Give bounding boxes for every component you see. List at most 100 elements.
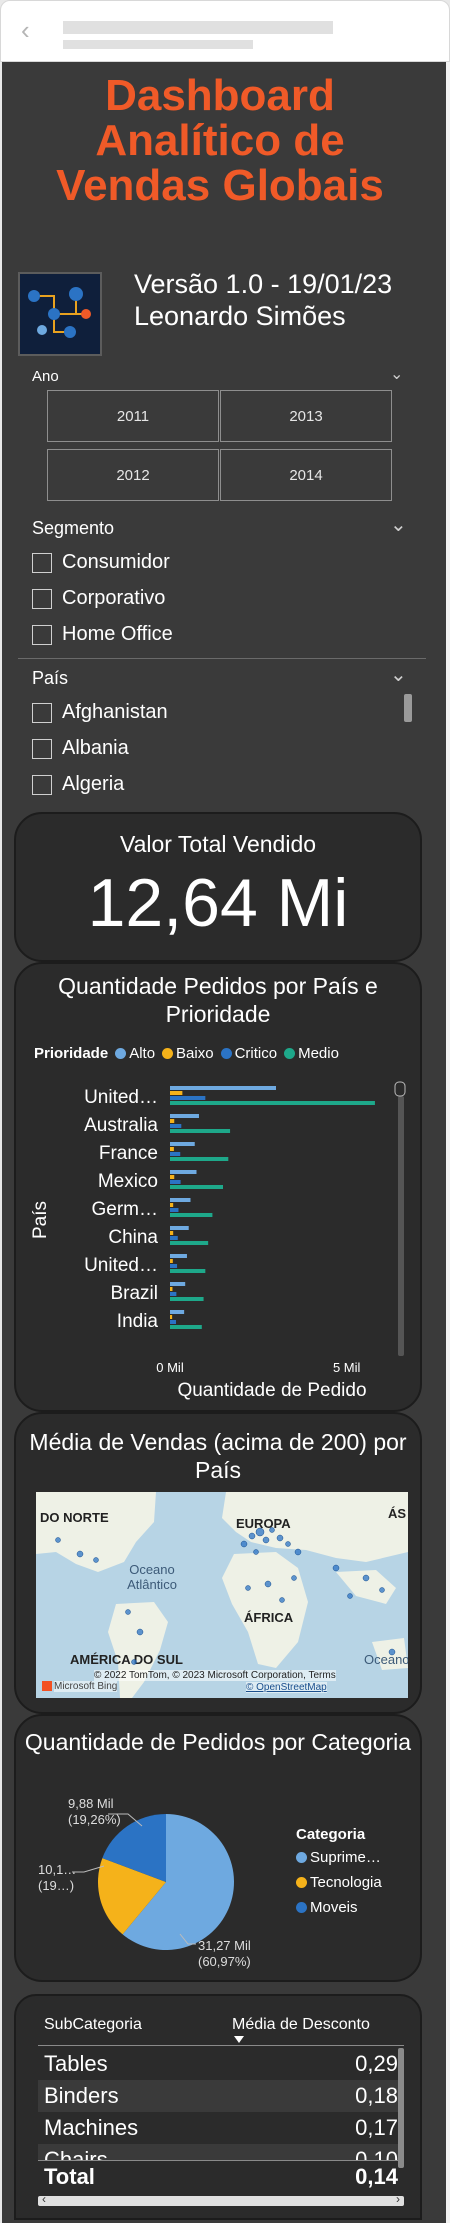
table-row[interactable]: Binders 0,18: [38, 2080, 404, 2112]
bar-alto[interactable]: [170, 1282, 186, 1286]
table-row[interactable]: Machines 0,17: [38, 2112, 404, 2144]
bar-critico[interactable]: [170, 1180, 181, 1184]
year-button-2012[interactable]: 2012: [47, 449, 219, 501]
bar-baixo[interactable]: [170, 1203, 174, 1207]
subtitle-placeholder: [63, 40, 253, 49]
pie-slice[interactable]: [102, 1814, 166, 1882]
table-header-media-desconto[interactable]: Média de Desconto: [232, 2016, 370, 2033]
bar-medio[interactable]: [170, 1325, 202, 1329]
legend-item-moveis[interactable]: Moveis: [296, 1899, 382, 1916]
bar-baixo[interactable]: [170, 1287, 173, 1291]
bar-medio[interactable]: [170, 1241, 209, 1245]
bar-medio[interactable]: [170, 1157, 229, 1161]
bar-alto[interactable]: [170, 1170, 197, 1174]
row-value: 0,17: [355, 2115, 398, 2140]
version-info: Versão 1.0 - 19/01/23 Leonardo Simões: [134, 268, 392, 332]
bar-alto[interactable]: [170, 1254, 187, 1258]
bar-baixo[interactable]: [170, 1091, 183, 1095]
bar-critico[interactable]: [170, 1208, 179, 1212]
table-row[interactable]: Chairs 0,10: [38, 2144, 404, 2160]
bar-critico[interactable]: [170, 1292, 177, 1296]
pie-label-percent: (19,26%): [68, 1812, 121, 1827]
table-total-row: Total 0,14: [38, 2160, 404, 2192]
legend-item-tecnologia[interactable]: Tecnologia: [296, 1874, 382, 1891]
checkbox-afghanistan[interactable]: [32, 703, 52, 723]
legend-item[interactable]: Critico: [234, 1045, 278, 1062]
bar-baixo[interactable]: [170, 1147, 174, 1151]
bar-medio[interactable]: [170, 1129, 231, 1133]
chevron-down-icon[interactable]: ⌄: [390, 366, 404, 383]
legend-title: Prioridade: [34, 1045, 109, 1062]
bar-chart-scrollbar-track[interactable]: [398, 1096, 404, 1356]
legend-item[interactable]: Baixo: [176, 1045, 214, 1062]
bar-critico[interactable]: [170, 1320, 177, 1324]
year-button-2014[interactable]: 2014: [220, 449, 392, 501]
bar-medio[interactable]: [170, 1269, 206, 1273]
chevron-down-icon[interactable]: ⌄: [390, 514, 407, 536]
chevron-down-icon[interactable]: ⌄: [390, 664, 407, 686]
bar-critico[interactable]: [170, 1124, 182, 1128]
pie-label-value: 10,1…: [38, 1862, 77, 1877]
bar-baixo[interactable]: [170, 1259, 173, 1263]
bar-chart-title: Quantidade Pedidos por País e Prioridade: [58, 973, 378, 1027]
bar-chart-card: Quantidade Pedidos por País e Prioridade: [14, 962, 422, 1412]
bar-baixo[interactable]: [170, 1315, 173, 1319]
legend-dot-icon: [162, 1048, 174, 1059]
country-option-label: Afghanistan: [62, 701, 168, 723]
bar-alto[interactable]: [170, 1142, 195, 1146]
bar-alto[interactable]: [170, 1310, 185, 1314]
bar-medio[interactable]: [170, 1213, 213, 1217]
scroll-left-icon[interactable]: ‹: [42, 2192, 46, 2206]
sort-desc-icon[interactable]: [234, 2036, 244, 2043]
checkbox-corporativo[interactable]: [32, 589, 52, 609]
table-row[interactable]: Tables 0,29: [38, 2048, 404, 2080]
pie-data-label: 10,1… (19…): [38, 1862, 76, 1894]
y-axis-title: País: [30, 1201, 51, 1239]
year-button-2013[interactable]: 2013: [220, 390, 392, 442]
page-scrollbar[interactable]: [446, 62, 450, 2223]
bar-medio[interactable]: [170, 1297, 204, 1301]
table-header-subcategoria[interactable]: SubCategoria: [44, 2016, 142, 2033]
world-map[interactable]: DO NORTE EUROPA ÁS Oceano Atlântico ÁFRI…: [36, 1492, 408, 1698]
bar-baixo[interactable]: [170, 1231, 174, 1235]
map-credits[interactable]: © 2022 TomTom, © 2023 Microsoft Corporat…: [94, 1670, 336, 1681]
legend-item[interactable]: Alto: [129, 1045, 156, 1062]
bar-critico[interactable]: [170, 1152, 181, 1156]
bar-medio[interactable]: [170, 1101, 375, 1105]
bar-alto[interactable]: [170, 1086, 276, 1090]
bar-baixo[interactable]: [170, 1119, 175, 1123]
table-vertical-scrollbar[interactable]: [398, 2048, 404, 2168]
pie-slice[interactable]: [98, 1858, 166, 1935]
version-text: Versão 1.0 - 19/01/23: [134, 269, 393, 299]
map-label: Oceano: [364, 1652, 408, 1667]
bar-critico[interactable]: [170, 1096, 206, 1100]
country-slicer-label: País: [32, 668, 69, 688]
pie-data-label: 9,88 Mil (19,26%): [68, 1796, 121, 1828]
category-tick-label: United…: [84, 1087, 158, 1108]
legend-dot-icon: [284, 1048, 296, 1059]
bar-critico[interactable]: [170, 1264, 178, 1268]
legend-item-suprimentos[interactable]: Suprime…: [296, 1849, 382, 1866]
bar-critico[interactable]: [170, 1236, 178, 1240]
country-list-scrollbar[interactable]: [404, 694, 412, 722]
bar-medio[interactable]: [170, 1185, 223, 1189]
bar-alto[interactable]: [170, 1114, 199, 1118]
checkbox-consumidor[interactable]: [32, 553, 52, 573]
legend-item[interactable]: Medio: [298, 1045, 339, 1062]
osm-link[interactable]: © OpenStreetMap: [246, 1682, 327, 1693]
year-button-2011[interactable]: 2011: [47, 390, 219, 442]
checkbox-albania[interactable]: [32, 739, 52, 759]
legend-dot-icon: [296, 1902, 307, 1913]
bar-chart-scrollbar-thumb[interactable]: [394, 1081, 406, 1097]
scroll-right-icon[interactable]: ›: [396, 2192, 400, 2206]
bar-alto[interactable]: [170, 1198, 191, 1202]
table-horizontal-scrollbar[interactable]: ‹ ›: [38, 2192, 404, 2206]
checkbox-home-office[interactable]: [32, 625, 52, 645]
legend-dot-icon: [296, 1852, 307, 1863]
bar-alto[interactable]: [170, 1226, 189, 1230]
pie-slice[interactable]: [122, 1814, 234, 1950]
back-arrow-icon[interactable]: ‹: [21, 15, 30, 45]
checkbox-algeria[interactable]: [32, 775, 52, 795]
map-label: ÁS: [388, 1506, 407, 1521]
bar-baixo[interactable]: [170, 1175, 175, 1179]
